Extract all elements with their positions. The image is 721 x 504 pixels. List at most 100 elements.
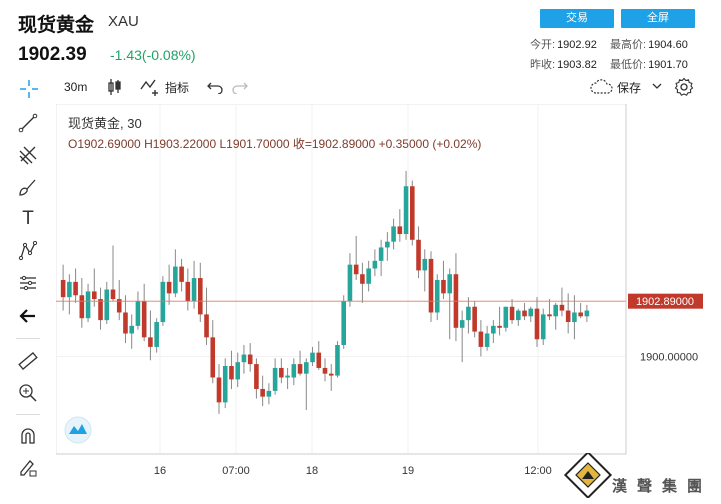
x-tick-label: 07:00 (222, 465, 250, 477)
candle-body (210, 337, 216, 378)
candle-body (291, 364, 297, 378)
candle (484, 325, 490, 351)
candle-type-icon[interactable] (106, 78, 124, 100)
candle-body (484, 333, 490, 347)
candle (428, 251, 434, 323)
candle-body (360, 274, 365, 284)
candlestick-chart[interactable]: 16 07:00 18 19 12:00 1900.00000 1902.89000 (55, 103, 721, 504)
chart-legend-title[interactable]: 现货黄金, 30 (68, 116, 142, 131)
candle-body (447, 274, 453, 294)
last-price-tag: 1902.89000 (628, 293, 703, 309)
candle-body (509, 306, 515, 321)
redo-icon[interactable] (232, 78, 248, 98)
fib-tool-icon[interactable] (14, 142, 42, 168)
candle-body (60, 279, 66, 298)
candle-body (559, 304, 565, 311)
candle-body (79, 295, 85, 319)
brush-tool-icon[interactable] (14, 174, 42, 200)
candle-body (528, 308, 534, 317)
indicators-icon[interactable] (140, 77, 162, 101)
candle-body (272, 367, 278, 391)
interval-selector[interactable]: 30m (64, 80, 88, 94)
candle (303, 358, 309, 411)
ruler-tool-icon[interactable] (14, 348, 42, 374)
candle-body (416, 239, 421, 271)
candle (297, 350, 303, 376)
candle (254, 358, 259, 399)
candle-body (347, 264, 353, 301)
candle-body (279, 367, 284, 378)
candle-body (204, 314, 209, 338)
candle-body (540, 314, 546, 340)
text-tool-icon[interactable]: T (22, 208, 34, 229)
gear-icon[interactable] (674, 77, 694, 101)
candle-body (235, 362, 241, 380)
candle-body (67, 281, 72, 298)
magnet-icon[interactable] (14, 424, 42, 450)
candle (584, 304, 590, 323)
candle (210, 320, 216, 384)
zoom-in-icon[interactable] (14, 380, 42, 406)
cloud-icon[interactable] (590, 79, 614, 99)
undo-icon[interactable] (207, 78, 223, 98)
lock-pencil-icon[interactable] (14, 455, 42, 481)
candle (335, 341, 340, 378)
candle (229, 350, 234, 389)
candle-body (459, 320, 465, 328)
candle-body (515, 310, 521, 321)
candle (378, 239, 384, 277)
candle-body (441, 279, 446, 294)
back-arrow-icon[interactable] (14, 303, 42, 329)
candle (316, 341, 322, 370)
candle (85, 283, 91, 323)
candle (241, 344, 247, 374)
candle (534, 297, 540, 347)
candle (173, 249, 178, 298)
candle (565, 293, 571, 334)
candle (197, 262, 203, 323)
candle (578, 302, 583, 319)
candle-body (310, 352, 315, 363)
candle (422, 249, 428, 292)
last-price-label: 1902.89000 (636, 296, 694, 308)
candle (409, 180, 415, 246)
trendline-tool-icon[interactable] (14, 110, 42, 136)
candle-body (303, 362, 309, 374)
candle-body (247, 354, 253, 365)
crosshair-icon[interactable] (18, 78, 40, 104)
brand-logo-text: 漢聲集團 (612, 477, 713, 495)
candle-body (123, 312, 128, 334)
chart-logo-badge[interactable] (64, 416, 92, 444)
candle-body (491, 325, 496, 334)
indicators-button[interactable]: 指标 (165, 80, 190, 95)
fullscreen-button[interactable]: 全屏 (621, 9, 695, 28)
candle (266, 383, 272, 405)
candle (497, 306, 502, 336)
current-price: 1902.39 (18, 44, 87, 65)
price-chart[interactable]: 16 07:00 18 19 12:00 1900.00000 1902.89000 (55, 103, 721, 504)
trade-button[interactable]: 交易 (540, 9, 614, 28)
candle (260, 375, 265, 407)
candle (416, 226, 421, 279)
candle-body (73, 281, 78, 296)
stat-low-value: 1901.70 (648, 59, 688, 71)
candle-body (154, 322, 159, 347)
candle-body (497, 325, 502, 328)
candle-body (578, 312, 583, 317)
pattern-tool-icon[interactable] (14, 238, 42, 264)
candle-body (98, 299, 103, 321)
candle-body (197, 278, 203, 315)
instrument-title: 现货黄金 (18, 14, 95, 36)
candle (285, 367, 290, 389)
candle-body (553, 304, 559, 317)
candle (129, 314, 135, 349)
prediction-tool-icon[interactable] (14, 270, 42, 296)
candle (403, 170, 409, 240)
candle-body (372, 260, 378, 269)
candle-body (129, 325, 135, 334)
chevron-down-icon[interactable] (652, 79, 662, 97)
candle (553, 302, 559, 330)
save-button[interactable]: 保存 (617, 80, 642, 95)
candle-body (422, 258, 428, 271)
